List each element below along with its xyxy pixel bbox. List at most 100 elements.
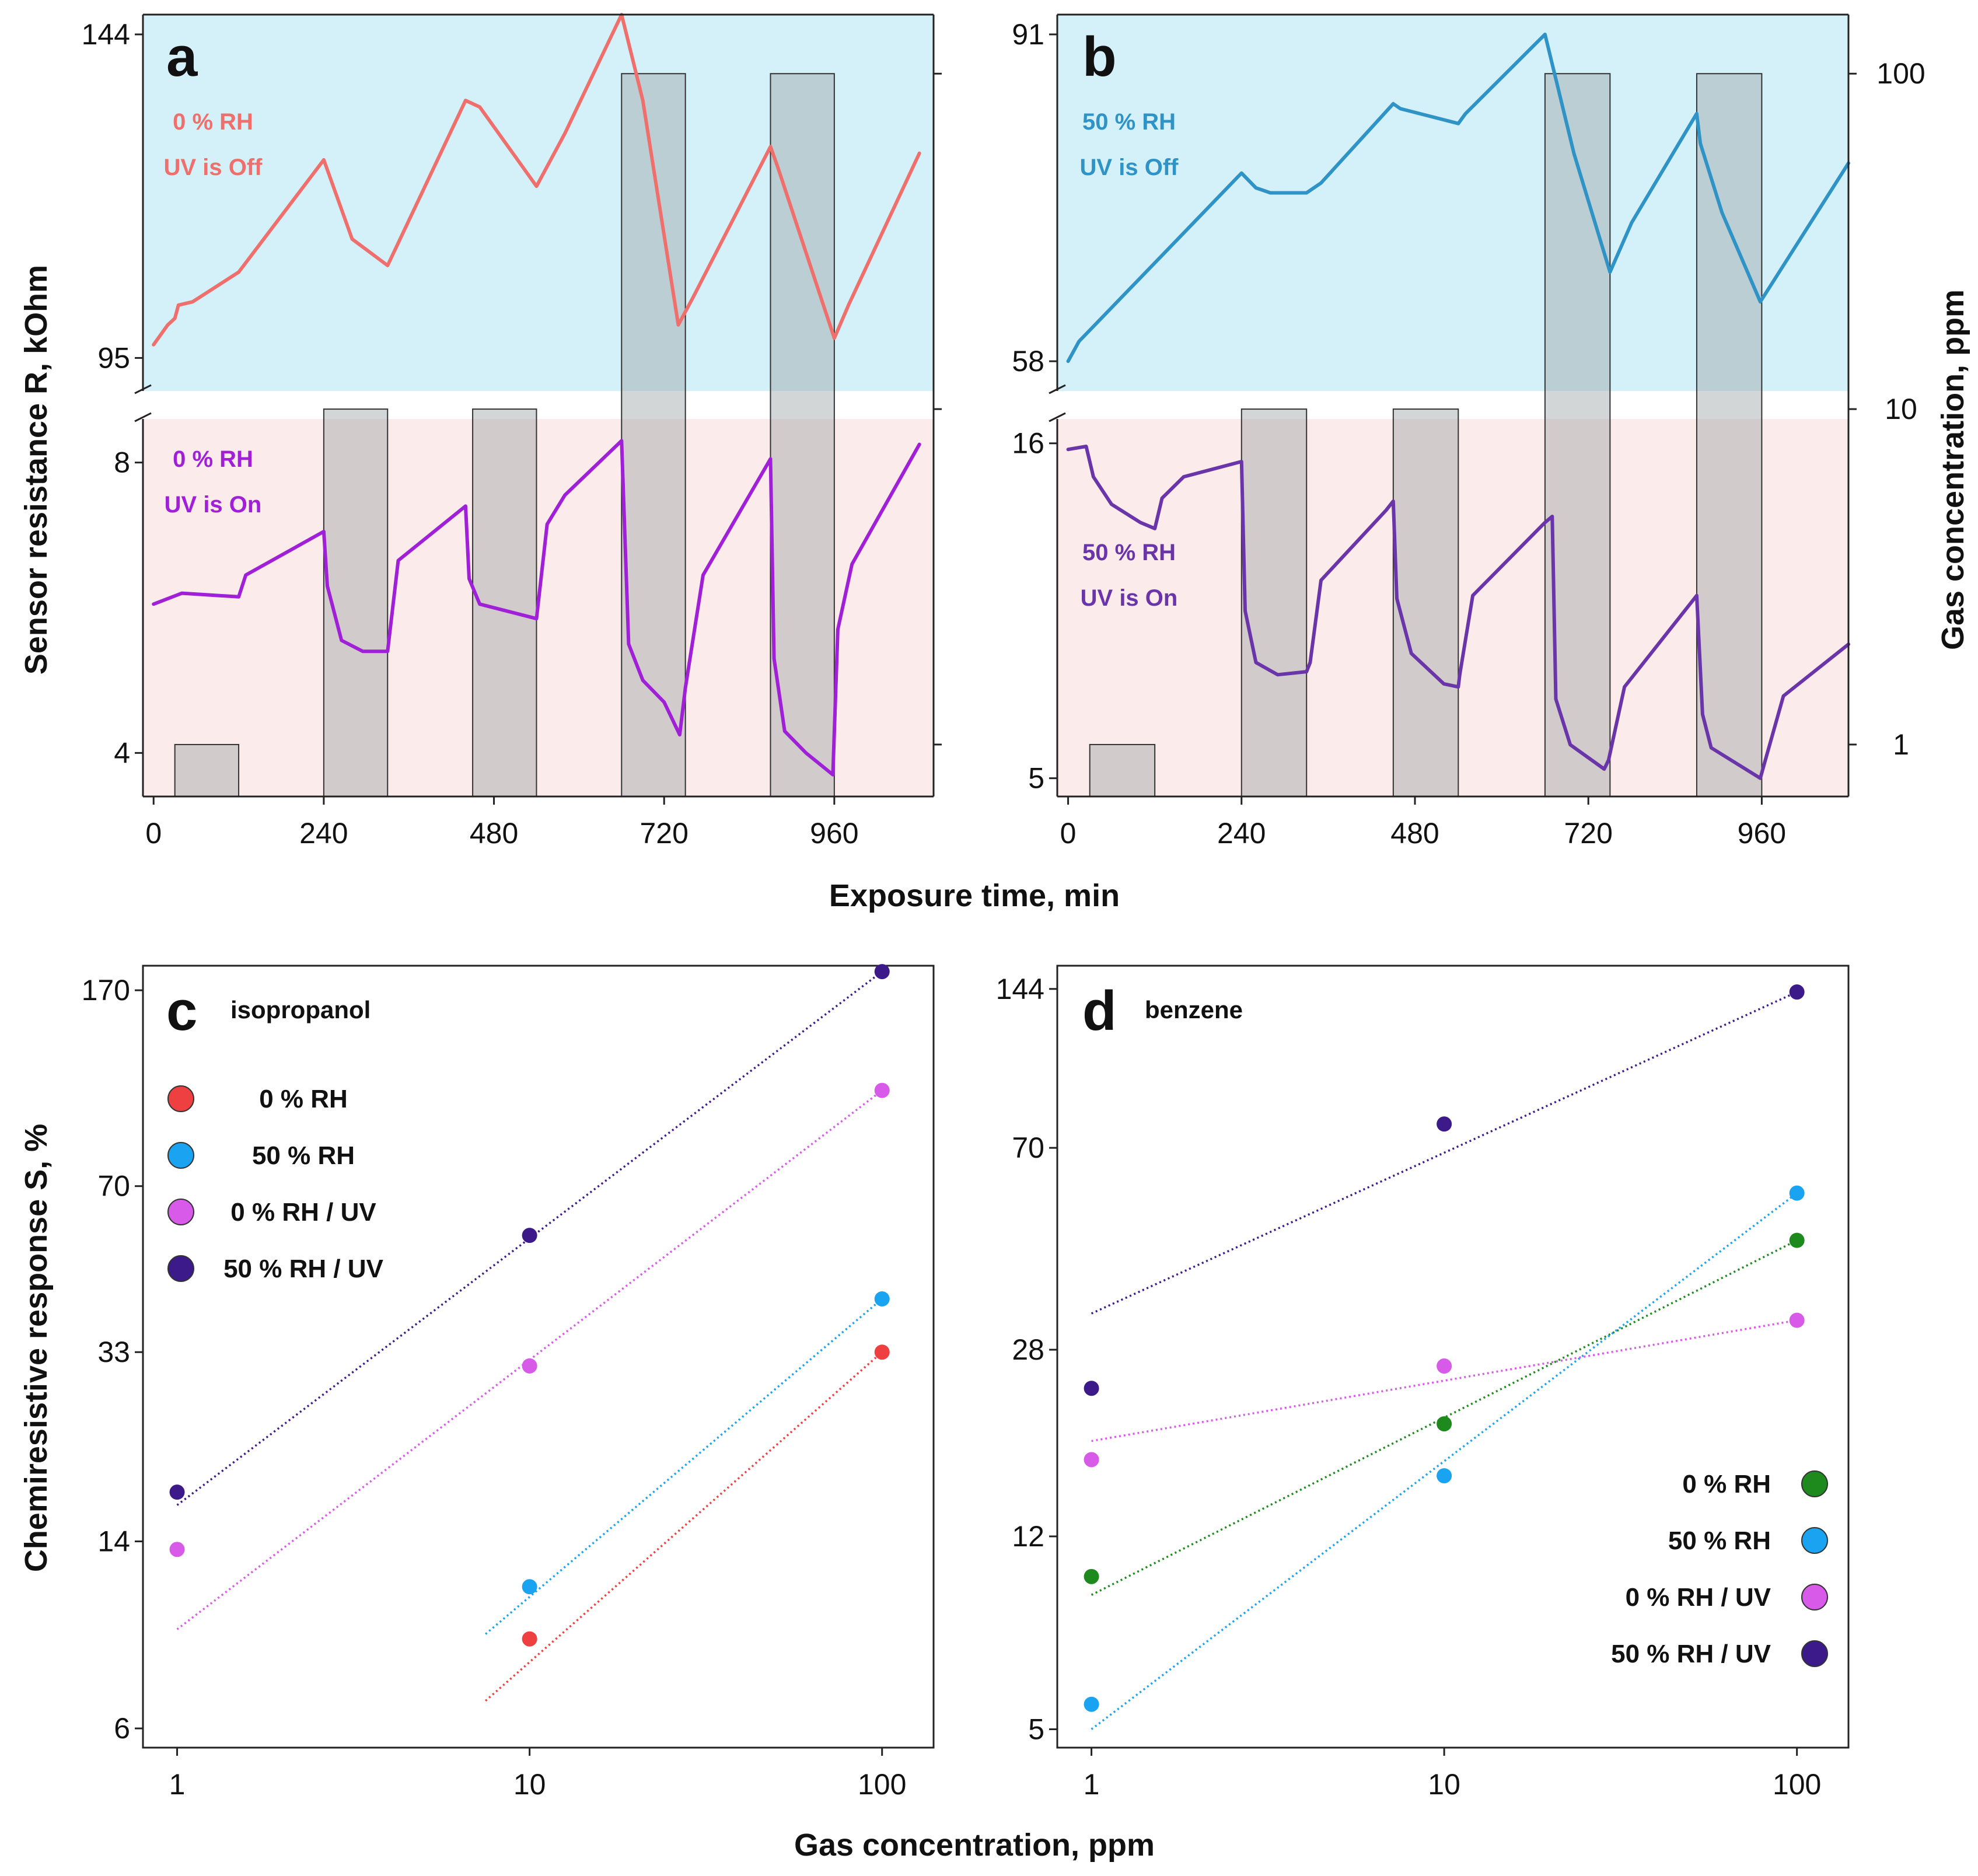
d-y-tick-label: 144 [996,973,1044,1005]
c-legend-label: 0 % RH / UV [230,1198,376,1227]
d-legend-marker [1801,1470,1828,1497]
c-x-tick-label: 100 [858,1768,906,1801]
d-fit-line [1091,991,1798,1315]
c-data-point [522,1579,537,1595]
c-legend-label: 50 % RH [252,1141,355,1170]
b-gas-pulse [1089,743,1156,798]
a-label-rh-upper: 0 % RH [173,109,253,135]
x-axis-label-bottom: Gas concentration, ppm [794,1828,1155,1863]
c-data-point [874,1291,890,1306]
d-data-point [1789,1185,1805,1201]
d-chart-title: benzene [1145,996,1243,1023]
c-legend-marker [167,1142,194,1169]
b-y-tick-label-upper: 91 [1012,18,1044,51]
a-series-uv-on [152,439,921,777]
c-y-tick-label: 70 [97,1170,130,1203]
a-x-tick-label: 720 [639,817,688,850]
a-gas-pulse [174,743,240,798]
d-y-tick-label: 28 [1012,1333,1044,1366]
a-gas-pulse [770,73,835,797]
c-legend-marker [167,1085,194,1112]
a-y-tick-label-upper: 144 [82,18,130,51]
c-data-point [522,1358,537,1374]
d-x-tick-label: 1 [1084,1768,1100,1801]
b-label-uv-on: UV is On [1081,585,1178,611]
d-data-point [1437,1468,1452,1484]
a-x-tick-label: 480 [470,817,518,850]
a-gas-pulse [472,408,537,797]
d-data-point [1084,1381,1099,1396]
b-gas-pulse [1392,408,1459,797]
c-data-point [874,1082,890,1098]
b-gas-pulse [1240,408,1308,797]
x-axis-label-top: Exposure time, min [829,878,1120,913]
a-gas-pulse [621,73,686,797]
b-x-tick-label: 720 [1564,817,1612,850]
d-legend-marker [1801,1584,1828,1611]
c-y-tick-label: 6 [114,1712,130,1745]
d-legend-label: 0 % RH [1682,1470,1771,1498]
d-data-point [1789,1312,1805,1328]
b-series-uv-on [1066,445,1850,780]
c-data-point [874,1344,890,1360]
d-legend-marker [1801,1640,1828,1667]
y-axis-label-top: Sensor resistance R, kOhm [19,265,54,675]
c-legend-label: 50 % RH / UV [223,1255,384,1283]
c-legend-label: 0 % RH [259,1085,348,1113]
d-x-tick-label: 100 [1773,1768,1821,1801]
d-data-point [1084,1696,1099,1712]
b-y-tick-label-lower: 16 [1012,427,1044,460]
c-data-point [522,1228,537,1243]
d-data-point [1437,1358,1452,1374]
d-data-point [1084,1568,1099,1584]
panel-letter-b: b [1082,26,1117,88]
c-fit-line [485,1351,883,1702]
b-upper-background [1057,15,1848,391]
a-x-tick-label: 960 [810,817,858,850]
d-y-tick-label: 5 [1028,1713,1044,1746]
c-plot-frame [142,965,935,1749]
a-series-uv-off [152,13,921,347]
b-series-uv-off [1066,32,1850,364]
c-y-tick-label: 170 [82,974,130,1007]
d-legend-marker [1801,1527,1828,1554]
b-gas-pulse [1544,73,1611,797]
d-legend-label: 0 % RH / UV [1626,1583,1771,1612]
b-axis-break-mark [1049,412,1066,422]
d-fit-line [1091,1192,1798,1730]
d-data-point [1789,984,1805,1000]
c-legend-marker [167,1199,194,1225]
panel-letter-c: c [166,980,197,1042]
d-legend-label: 50 % RH [1668,1526,1771,1555]
c-data-point [874,964,890,980]
b-gas-pulse [1696,73,1763,797]
b-x-tick-label: 480 [1390,817,1439,850]
a-axis-break-mark [134,384,152,394]
b-axis-break-mark [1049,384,1066,394]
a-upper-background [143,15,934,391]
c-data-point [522,1631,537,1647]
b-x-tick-label: 240 [1217,817,1266,850]
b-y2-tick-label: 100 [1876,57,1925,90]
a-label-rh-lower: 0 % RH [173,446,253,472]
d-y-tick-label: 70 [1012,1131,1044,1164]
a-x-tick-label: 0 [145,817,162,850]
a-y-tick-label-lower: 4 [114,736,130,769]
b-label-rh-lower: 50 % RH [1082,540,1176,565]
d-y-tick-label: 12 [1012,1520,1044,1553]
b-y2-tick-label: 10 [1885,393,1917,425]
d-data-point [1437,1416,1452,1432]
d-plot-frame [1056,965,1850,1749]
b-x-tick-label: 0 [1060,817,1077,850]
c-chart-title: isopropanol [230,996,371,1023]
b-label-rh-upper: 50 % RH [1082,109,1176,135]
panel-letter-a: a [166,26,198,88]
d-data-point [1789,1232,1805,1248]
panel-letter-d: d [1082,980,1117,1042]
a-y-tick-label-upper: 95 [97,341,130,374]
c-y-tick-label: 33 [97,1336,130,1368]
c-x-tick-label: 1 [169,1768,186,1801]
d-data-point [1437,1116,1452,1132]
